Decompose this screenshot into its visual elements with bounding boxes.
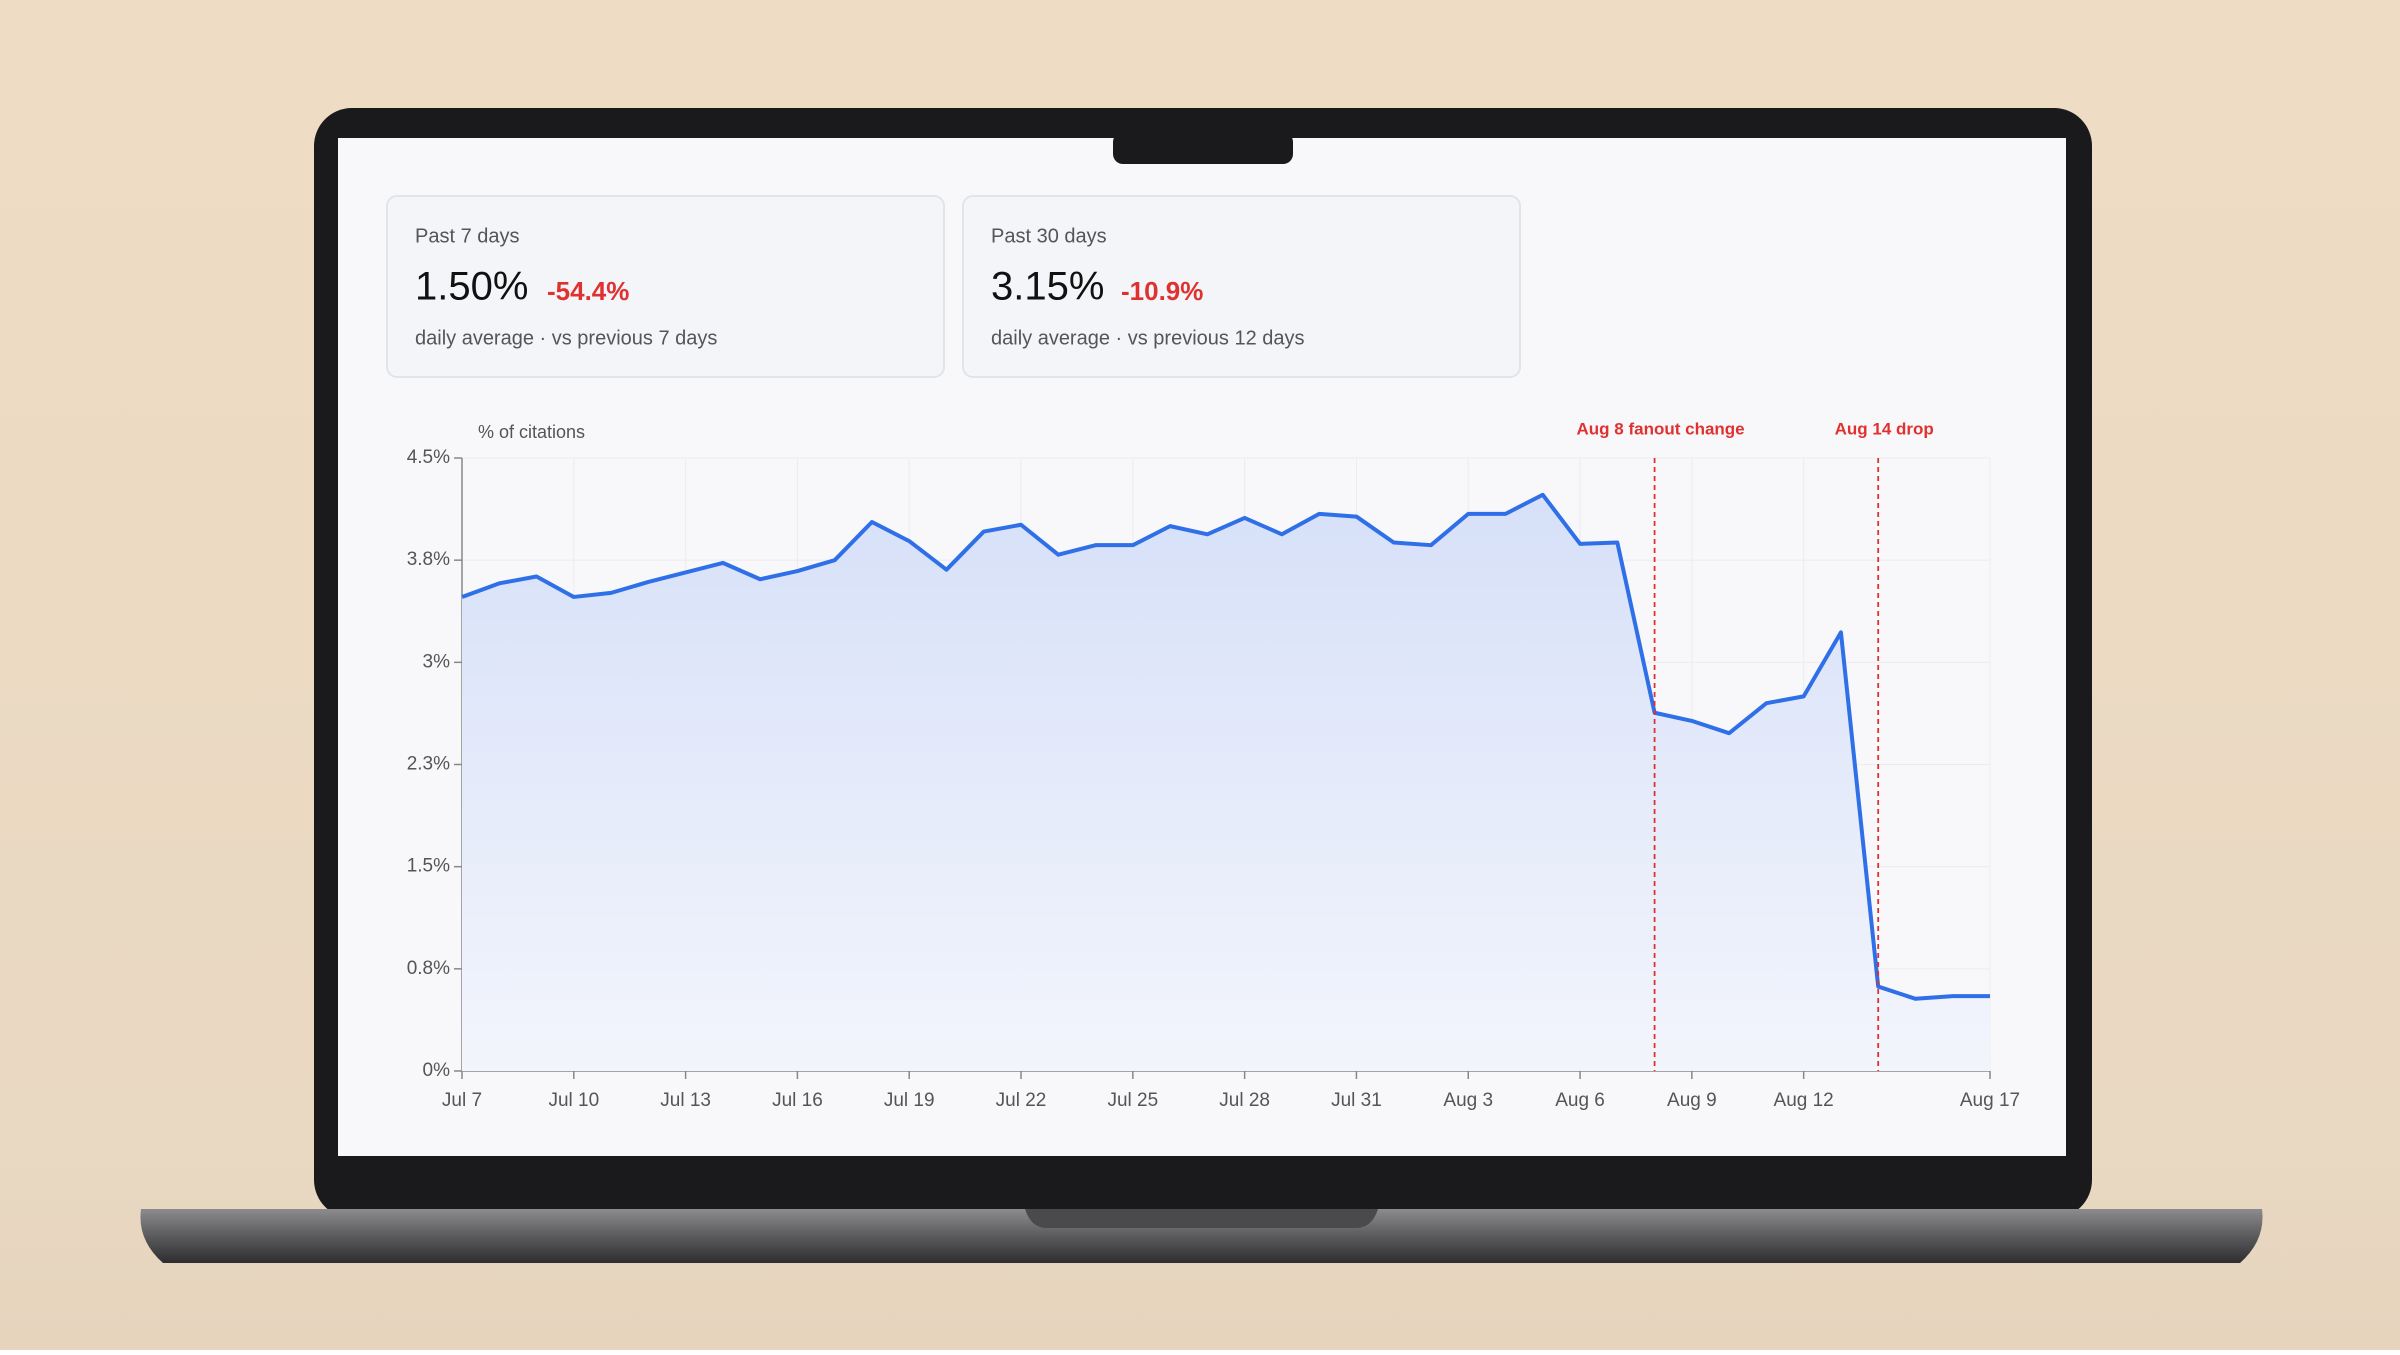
card-value: 3.15%	[991, 265, 1104, 309]
card-box	[962, 195, 1521, 378]
annotation-label: Aug 14 drop	[1835, 419, 1934, 438]
card-note: daily average · vs previous 7 days	[415, 327, 717, 349]
x-tick-label: Jul 25	[1107, 1090, 1158, 1111]
x-tick-label: Jul 7	[442, 1090, 482, 1111]
card-label: Past 7 days	[415, 225, 520, 247]
y-tick-label: 0.8%	[407, 958, 450, 979]
card: Past 7 days 1.50% -54.4% daily average ·…	[386, 195, 945, 378]
y-tick-label: 4.5%	[407, 447, 450, 468]
card-change: -10.9%	[1121, 276, 1203, 306]
x-tick-label: Aug 12	[1774, 1090, 1834, 1111]
y-tick-label: 2.3%	[407, 754, 450, 775]
x-tick-label: Jul 10	[548, 1090, 599, 1111]
card-box	[386, 195, 945, 378]
card-label: Past 30 days	[991, 225, 1107, 247]
card-note: daily average · vs previous 12 days	[991, 327, 1305, 349]
card-value: 1.50%	[415, 265, 528, 309]
plot: 0% 0.8% 1.5% 2.3% 3% 3.8% 4.5% Jul 7 Jul 10 Jul 1…	[407, 419, 2020, 1111]
x-tick-label: Jul 22	[996, 1090, 1047, 1111]
x-tick-label: Aug 6	[1555, 1090, 1605, 1111]
x-tick-label: Aug 9	[1667, 1090, 1717, 1111]
x-tick-label: Jul 13	[660, 1090, 711, 1111]
area	[462, 494, 1990, 1071]
y-tick-label: 0%	[423, 1060, 451, 1081]
x-tick-label: Jul 16	[772, 1090, 823, 1111]
line	[461, 492, 1990, 1001]
card: Past 30 days 3.15% -10.9% daily average …	[962, 195, 1521, 378]
y-axis-title: % of citations	[478, 422, 585, 442]
y-tick-label: 3%	[423, 651, 451, 672]
x-tick-label: Jul 28	[1219, 1090, 1270, 1111]
annotation-label: Aug 8 fanout change	[1577, 419, 1745, 438]
x-tick-label: Jul 31	[1331, 1090, 1382, 1111]
y-tick-label: 1.5%	[407, 856, 450, 877]
card-change: -54.4%	[547, 276, 629, 306]
x-tick-label: Aug 17	[1960, 1090, 2020, 1111]
x-tick-label: Jul 19	[884, 1090, 935, 1111]
laptop-base	[140, 1209, 2263, 1263]
y-tick-label: 3.8%	[407, 549, 450, 570]
notch	[1113, 132, 1293, 164]
x-tick-label: Aug 3	[1443, 1090, 1493, 1111]
base-indent	[1025, 1209, 1378, 1228]
